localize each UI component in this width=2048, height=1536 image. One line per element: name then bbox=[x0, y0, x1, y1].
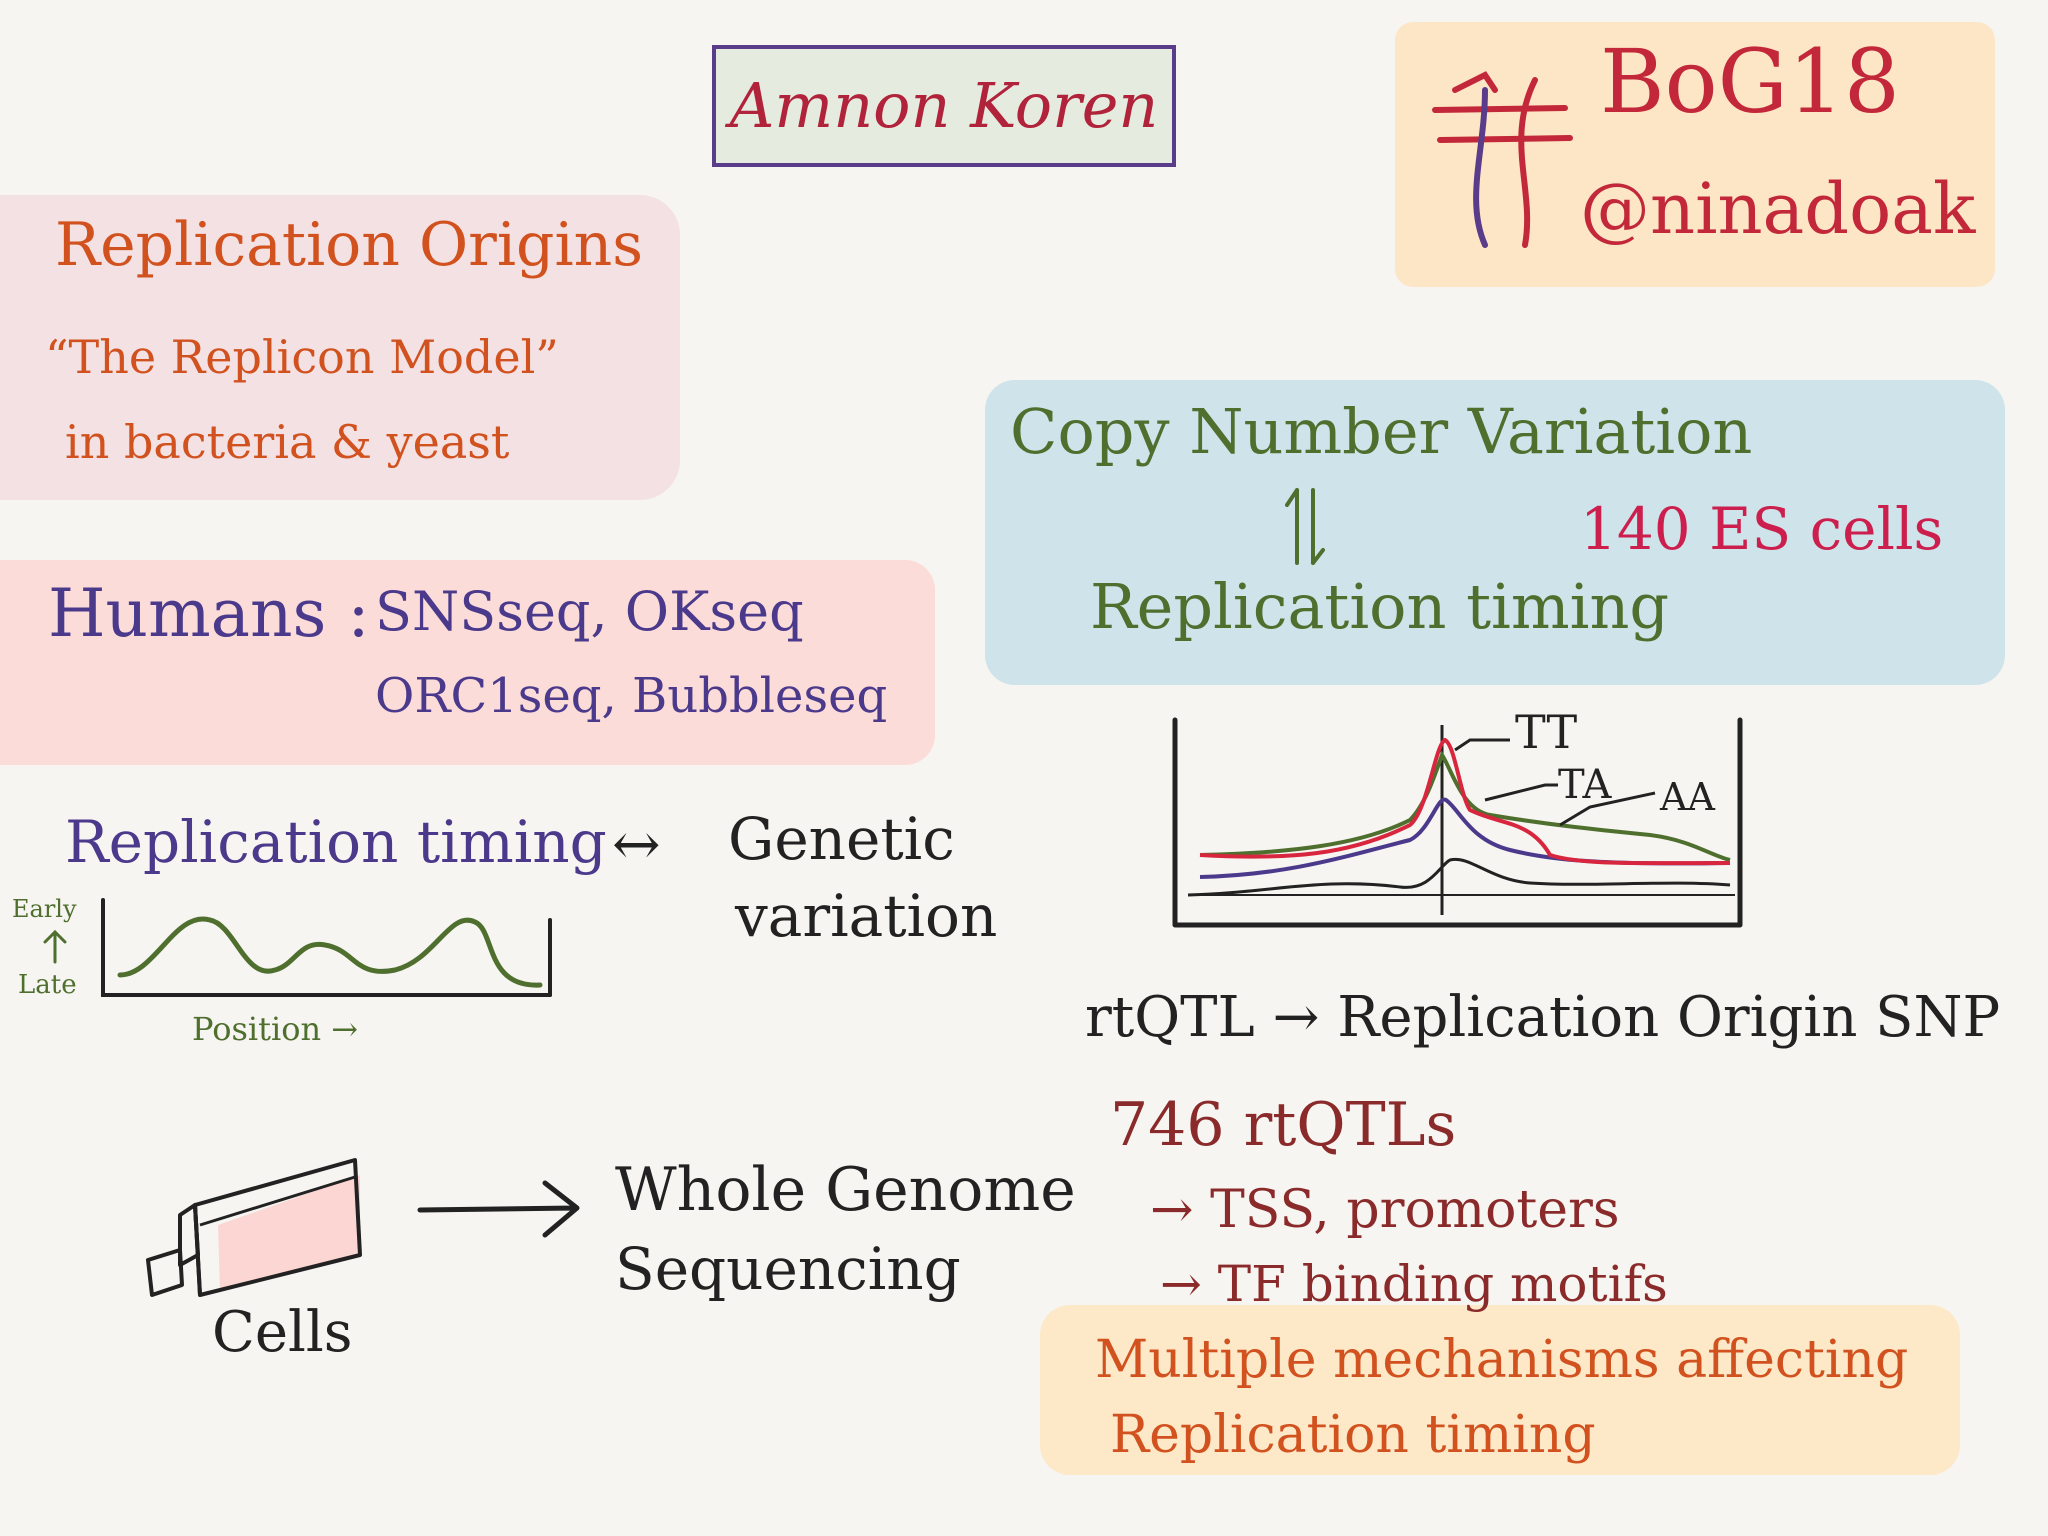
rtqtl-peak-plot bbox=[1172, 717, 1743, 928]
origins-line2: in bacteria & yeast bbox=[65, 415, 510, 469]
origins-highlight bbox=[0, 195, 680, 500]
peak-label-aa: AA bbox=[1660, 775, 1715, 819]
cnv-line2: Replication timing bbox=[1090, 570, 1670, 643]
speaker-title-box: Amnon Koren bbox=[712, 45, 1176, 167]
es-cells-count: 140 ES cells bbox=[1580, 495, 1944, 563]
cells-label: Cells bbox=[212, 1300, 353, 1365]
multiple-line2: Replication timing bbox=[1110, 1405, 1596, 1465]
speaker-name: Amnon Koren bbox=[729, 69, 1159, 142]
origins-title: Replication Origins bbox=[55, 210, 644, 280]
cell-culture-flask-icon bbox=[146, 1158, 362, 1297]
timing-wave-plot bbox=[101, 898, 552, 997]
rtqtl-item1: → TSS, promoters bbox=[1150, 1180, 1620, 1240]
timing-left-label: Replication timing bbox=[65, 808, 607, 876]
peak-label-ta: TA bbox=[1558, 762, 1612, 808]
rtqtl-line: rtQTL → Replication Origin SNP bbox=[1085, 985, 2001, 1050]
peak-label-tt: TT bbox=[1515, 705, 1578, 759]
up-down-arrow-icon bbox=[1285, 488, 1325, 565]
position-label: Position → bbox=[192, 1010, 359, 1048]
multiple-highlight bbox=[1040, 1305, 1960, 1475]
humans-label: Humans : bbox=[48, 575, 370, 652]
humans-methods2: ORC1seq, Bubbleseq bbox=[375, 668, 888, 724]
early-label: Early bbox=[12, 895, 77, 923]
rtqtl-item2: → TF binding motifs bbox=[1160, 1255, 1668, 1313]
cnv-highlight bbox=[985, 380, 2005, 685]
twitter-handle: @ninadoak bbox=[1580, 168, 1976, 250]
late-label: Late bbox=[18, 970, 77, 1000]
right-arrow-icon bbox=[417, 1180, 580, 1238]
humans-methods1: SNSseq, OKseq bbox=[375, 580, 804, 643]
hash-icon bbox=[1432, 71, 1573, 248]
tag-highlight bbox=[1395, 22, 1995, 287]
humans-highlight bbox=[0, 560, 935, 765]
origins-line1: “The Replicon Model” bbox=[45, 330, 559, 384]
hashtag: BoG18 bbox=[1600, 30, 1900, 133]
wgs-line1: Whole Genome bbox=[615, 1155, 1076, 1225]
rtqtl-count: 746 rtQTLs bbox=[1110, 1090, 1457, 1160]
bidirectional-arrow: ↔ bbox=[612, 810, 661, 878]
up-arrow-icon bbox=[43, 929, 67, 964]
cnv-line1: Copy Number Variation bbox=[1010, 395, 1753, 468]
wgs-line2: Sequencing bbox=[615, 1235, 961, 1303]
multiple-line1: Multiple mechanisms affecting bbox=[1095, 1330, 1909, 1390]
variation-label: variation bbox=[735, 882, 998, 950]
genetic-label: Genetic bbox=[728, 805, 955, 873]
